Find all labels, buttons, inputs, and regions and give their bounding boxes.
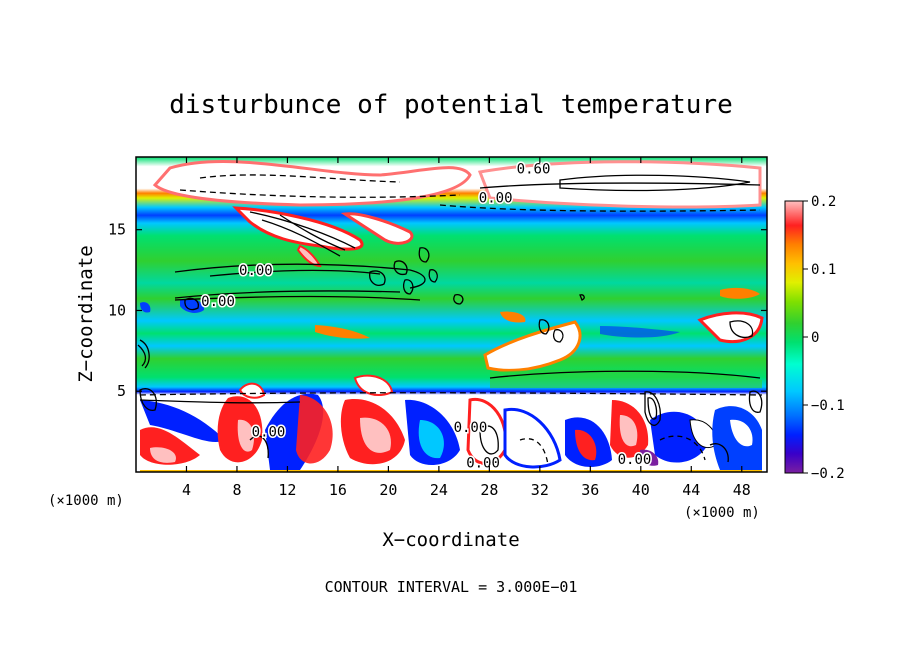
contour-labels: 0.600.000.000.000.00 0.000.00 0.00 [200,160,653,472]
contour-label: 0.60 [517,161,551,177]
colorbar-tick-label: −0.1 [811,398,845,414]
x-tick-label: 24 [430,481,448,499]
x-tick-label: 36 [581,481,599,499]
contour-lines [137,174,763,466]
y-axis-label: Z−coordinate [75,245,97,382]
x-axis-label: X−coordinate [382,529,519,551]
y-tick-label: 15 [108,221,126,239]
y-axis: 5 10 15 [108,221,767,400]
colorbar [784,200,804,474]
x-tick-label: 32 [531,481,549,499]
contour-label: 0.00 [479,190,513,206]
x-unit-label-left: (×1000 m) [48,493,124,509]
y-tick-label: 5 [117,382,126,400]
x-tick-label: 40 [632,481,650,499]
contour-label: 0.00 [201,294,235,310]
x-axis: 4 8 12 16 20 24 28 32 36 40 44 48 [182,157,751,499]
plot-frame [135,156,768,473]
x-tick-label: 28 [480,481,498,499]
x-tick-label: 20 [379,481,397,499]
x-tick-label: 4 [182,481,191,499]
contour-label: 0.00 [466,455,500,471]
contour-interval-note: CONTOUR INTERVAL = 3.000E−01 [325,578,578,596]
colorbar-tick-label: 0.1 [811,262,836,278]
contour-label: 0.00 [618,452,652,468]
mid-structures [140,287,764,388]
colorbar-tick-label: −0.2 [811,466,845,482]
x-tick-label: 48 [733,481,751,499]
chart-title: disturbunce of potential temperature [169,90,733,120]
y-tick-label: 10 [108,301,126,319]
contour-label: 0.00 [239,263,273,279]
colorbar-tick-label: 0.2 [811,194,836,210]
contour-label: 0.00 [454,420,488,436]
x-tick-label: 44 [682,481,700,499]
x-tick-label: 16 [329,481,347,499]
plot-area: 0.600.000.000.000.00 0.000.00 0.00 [136,157,767,472]
contour-label: 0.00 [252,425,286,441]
colorbar-ticks: 0.2 0.1 0 −0.1 −0.2 [803,194,845,482]
colorbar-tick-label: 0 [811,330,819,346]
x-unit-label-right: (×1000 m) [684,505,760,521]
x-tick-label: 8 [232,481,241,499]
x-tick-label: 12 [278,481,296,499]
upper-structures [152,159,762,268]
